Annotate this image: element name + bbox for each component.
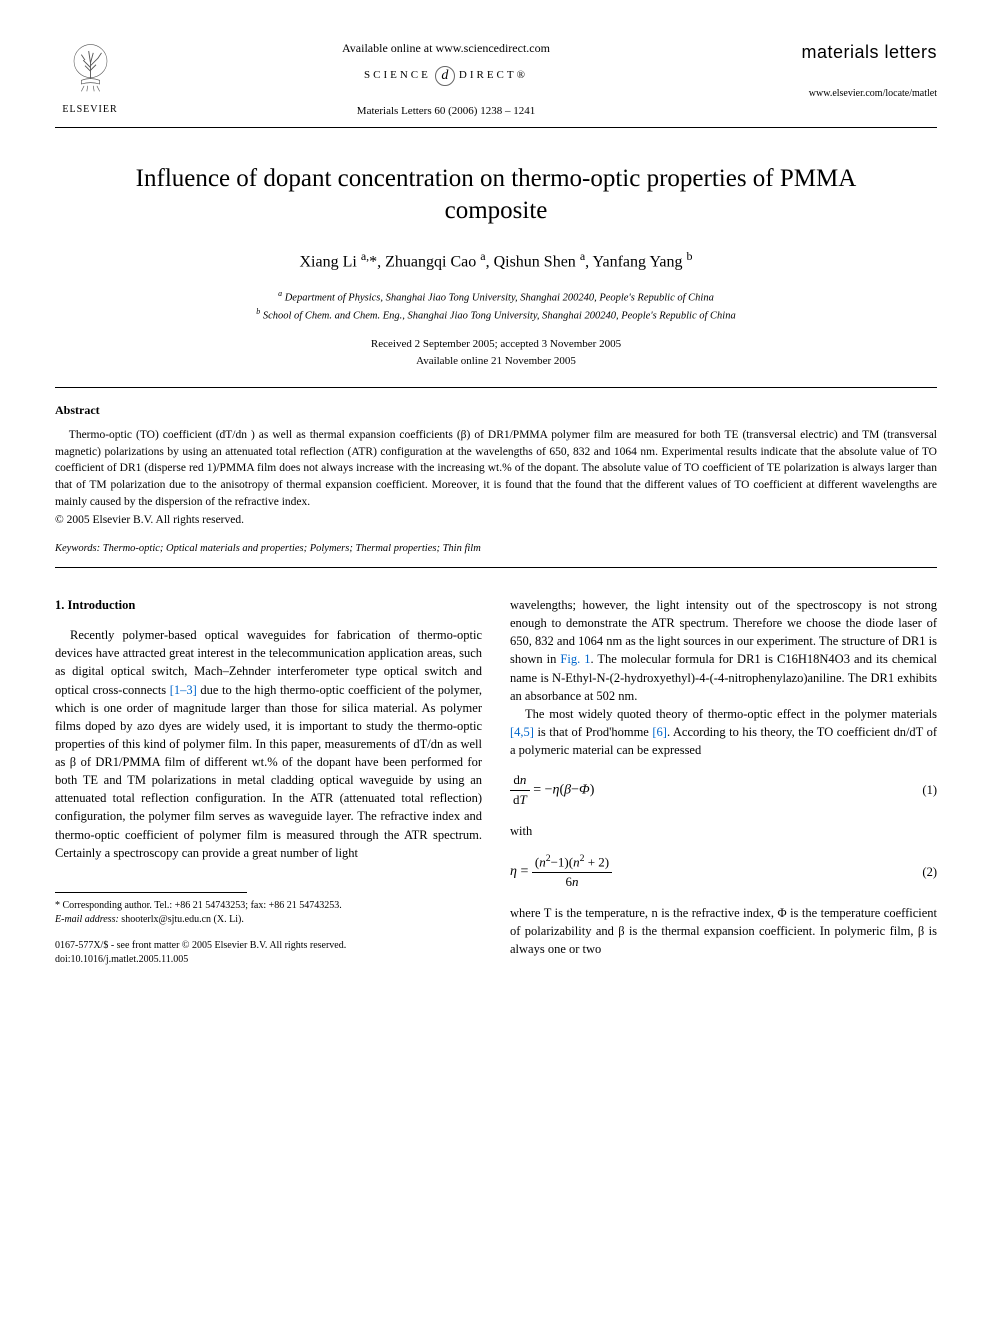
journal-url: www.elsevier.com/locate/matlet (767, 87, 937, 101)
header-center: Available online at www.sciencedirect.co… (125, 40, 767, 119)
page-header: ELSEVIER Available online at www.science… (55, 40, 937, 119)
abstract-section: Abstract Thermo-optic (TO) coefficient (… (55, 402, 937, 528)
abstract-bottom-rule (55, 567, 937, 568)
eq2-number: (2) (922, 863, 937, 881)
keywords-label: Keywords: (55, 543, 100, 554)
footer-line-2: doi:10.1016/j.matlet.2005.11.005 (55, 953, 482, 967)
abstract-text: Thermo-optic (TO) coefficient (dT/dn ) a… (55, 427, 937, 510)
eq1-formula: dndT = −η(β−Φ) (510, 771, 594, 810)
affiliation-b-text: School of Chem. and Chem. Eng., Shanghai… (263, 310, 736, 321)
footnote-separator (55, 892, 247, 893)
section-1-heading: 1. Introduction (55, 596, 482, 614)
journal-reference: Materials Letters 60 (2006) 1238 – 1241 (125, 104, 767, 119)
footer-info: 0167-577X/$ - see front matter © 2005 El… (55, 939, 482, 967)
ref-link-1-3[interactable]: [1–3] (170, 683, 197, 697)
equation-1: dndT = −η(β−Φ) (1) (510, 771, 937, 810)
eq2-formula: η = (n2−1)(n2 + 2)6n (510, 852, 612, 892)
corresponding-author-footnote: * Corresponding author. Tel.: +86 21 547… (55, 899, 482, 927)
email-label: E-mail address: (55, 914, 119, 925)
article-title: Influence of dopant concentration on the… (85, 163, 907, 228)
affiliations: a Department of Physics, Shanghai Jiao T… (55, 288, 937, 325)
sd-d-icon: d (435, 66, 455, 86)
col2-paragraph-3: where T is the temperature, n is the ref… (510, 904, 937, 958)
eq1-number: (1) (922, 781, 937, 799)
email-value: shooterlx@sjtu.edu.cn (X. Li). (121, 914, 244, 925)
header-right: materials letters www.elsevier.com/locat… (767, 40, 937, 101)
keywords-text: Thermo-optic; Optical materials and prop… (103, 543, 481, 554)
equation-2: η = (n2−1)(n2 + 2)6n (2) (510, 852, 937, 892)
ref-link-4-5[interactable]: [4,5] (510, 725, 534, 739)
body-columns: 1. Introduction Recently polymer-based o… (55, 596, 937, 967)
available-online-text: Available online at www.sciencedirect.co… (125, 40, 767, 57)
c2p2b: is that of Prod'homme (534, 725, 652, 739)
publication-dates: Received 2 September 2005; accepted 3 No… (55, 336, 937, 369)
affiliation-b: b School of Chem. and Chem. Eng., Shangh… (55, 306, 937, 324)
online-date: Available online 21 November 2005 (55, 353, 937, 370)
elsevier-tree-icon (63, 40, 118, 95)
col2-paragraph-1: wavelengths; however, the light intensit… (510, 596, 937, 705)
footer-line-1: 0167-577X/$ - see front matter © 2005 El… (55, 939, 482, 953)
corr-author-text: * Corresponding author. Tel.: +86 21 547… (55, 899, 482, 913)
received-date: Received 2 September 2005; accepted 3 No… (55, 336, 937, 353)
left-column: 1. Introduction Recently polymer-based o… (55, 596, 482, 967)
right-column: wavelengths; however, the light intensit… (510, 596, 937, 967)
sd-left: SCIENCE (364, 68, 431, 83)
header-rule (55, 127, 937, 128)
sd-right: DIRECT® (459, 68, 528, 83)
p1b: due to the high thermo-optic coefficient… (55, 683, 482, 860)
copyright-text: © 2005 Elsevier B.V. All rights reserved… (55, 512, 937, 528)
abstract-top-rule (55, 387, 937, 388)
journal-name: materials letters (767, 40, 937, 65)
keywords: Keywords: Thermo-optic; Optical material… (55, 542, 937, 557)
abstract-heading: Abstract (55, 402, 937, 419)
intro-paragraph-1: Recently polymer-based optical waveguide… (55, 626, 482, 862)
elsevier-logo: ELSEVIER (55, 40, 125, 117)
with-label: with (510, 822, 937, 840)
affiliation-a-text: Department of Physics, Shanghai Jiao Ton… (285, 292, 714, 303)
c2p2a: The most widely quoted theory of thermo-… (525, 707, 937, 721)
ref-link-6[interactable]: [6] (652, 725, 667, 739)
sciencedirect-logo: SCIENCE d DIRECT® (364, 66, 528, 86)
corr-email: E-mail address: shooterlx@sjtu.edu.cn (X… (55, 913, 482, 927)
col2-paragraph-2: The most widely quoted theory of thermo-… (510, 705, 937, 759)
affiliation-a: a Department of Physics, Shanghai Jiao T… (55, 288, 937, 306)
fig-1-link[interactable]: Fig. 1 (560, 652, 590, 666)
authors: Xiang Li a,*, Zhuangqi Cao a, Qishun She… (55, 248, 937, 274)
elsevier-label: ELSEVIER (55, 103, 125, 117)
